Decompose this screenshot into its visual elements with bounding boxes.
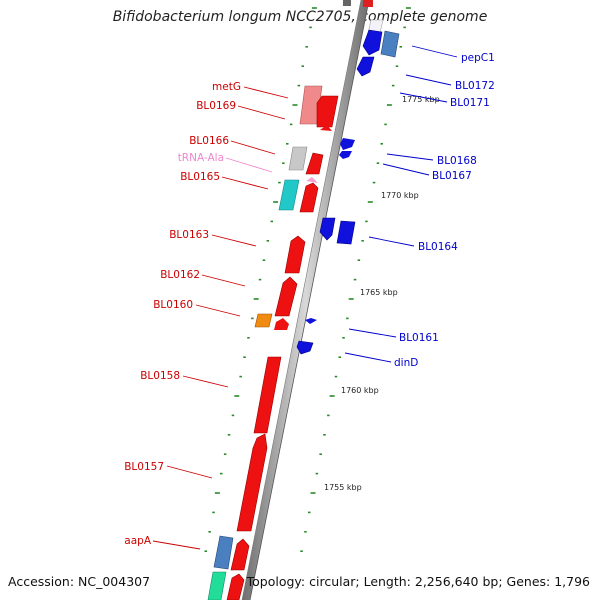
gene-bl0168[interactable]	[340, 138, 355, 150]
label-aapa[interactable]: aapA	[124, 535, 152, 547]
label-bl0158[interactable]: BL0158	[140, 370, 180, 382]
gene-bl0162[interactable]	[274, 276, 298, 317]
ruler-label-1755: 1755 kbp	[324, 483, 362, 492]
gene-bottom-red[interactable]	[226, 573, 245, 600]
label-bl0162[interactable]: BL0162	[160, 269, 200, 281]
gene-bl0164-b[interactable]	[336, 220, 356, 245]
ruler-label-1760: 1760 kbp	[341, 386, 379, 395]
genome-backbone	[242, 0, 369, 600]
label-dind[interactable]: dinD	[394, 357, 418, 369]
gene-bl0171[interactable]	[356, 56, 375, 77]
ruler-label-1775: 1775 kbp	[402, 95, 440, 104]
gene-aapa[interactable]	[213, 535, 234, 570]
gene-bl0158[interactable]	[253, 356, 282, 434]
gene-bl0165[interactable]	[278, 179, 300, 211]
gene-bl0169-tip[interactable]	[320, 125, 332, 131]
gene-dind[interactable]	[296, 340, 314, 355]
label-trna-ala[interactable]: tRNA-Ala	[178, 152, 224, 164]
gene-remnant-top	[343, 0, 351, 6]
gene-remnant-top-red	[363, 0, 373, 7]
label-bl0167[interactable]: BL0167	[432, 170, 472, 182]
label-bl0168[interactable]: BL0168	[437, 155, 477, 167]
label-bl0171[interactable]: BL0171	[450, 97, 490, 109]
label-bl0157[interactable]: BL0157	[124, 461, 164, 473]
label-bl0172[interactable]: BL0172	[455, 80, 495, 92]
map-title: Bifidobacterium longum NCC2705, complete…	[112, 9, 488, 25]
gene-bl0160-red[interactable]	[274, 318, 289, 330]
gene-bottom-green[interactable]	[207, 571, 227, 600]
accession-text: Accession: NC_004307	[8, 574, 151, 589]
gene-bl0160[interactable]	[254, 313, 273, 328]
label-bl0169[interactable]: BL0169	[196, 100, 236, 112]
ruler-label-1765: 1765 kbp	[360, 288, 398, 297]
gene-bl0169[interactable]	[316, 95, 339, 128]
gene-pepc1[interactable]	[380, 30, 400, 58]
gene-aapa-red[interactable]	[230, 538, 250, 571]
label-bl0165[interactable]: BL0165	[180, 171, 220, 183]
label-bl0160[interactable]: BL0160	[153, 299, 193, 311]
gene-bl0164[interactable]	[319, 217, 336, 241]
gene-trna-ala[interactable]	[306, 177, 318, 183]
inner-ruler	[204, 7, 317, 553]
gene-bl0166[interactable]	[288, 146, 308, 171]
label-bl0166[interactable]: BL0166	[189, 135, 229, 147]
summary-text: Topology: circular; Length: 2,256,640 bp…	[246, 574, 590, 589]
label-bl0161[interactable]: BL0161	[399, 332, 439, 344]
gene-bl0165-red[interactable]	[299, 182, 319, 213]
gene-bl0172[interactable]	[362, 29, 383, 56]
ruler-label-1770: 1770 kbp	[381, 191, 419, 200]
gene-bl0161[interactable]	[305, 318, 317, 324]
gene-bl0157[interactable]	[236, 433, 268, 532]
label-bl0163[interactable]: BL0163	[169, 229, 209, 241]
label-metg[interactable]: metG	[212, 81, 241, 93]
gene-bl0167[interactable]	[339, 151, 352, 159]
leader-lines	[152, 45, 458, 550]
outer-ruler	[300, 7, 411, 553]
label-bl0164[interactable]: BL0164	[418, 241, 458, 253]
label-pepc1[interactable]: pepC1	[461, 52, 495, 64]
gene-bl0163[interactable]	[284, 235, 306, 274]
gene-bl0166-red[interactable]	[305, 152, 324, 175]
